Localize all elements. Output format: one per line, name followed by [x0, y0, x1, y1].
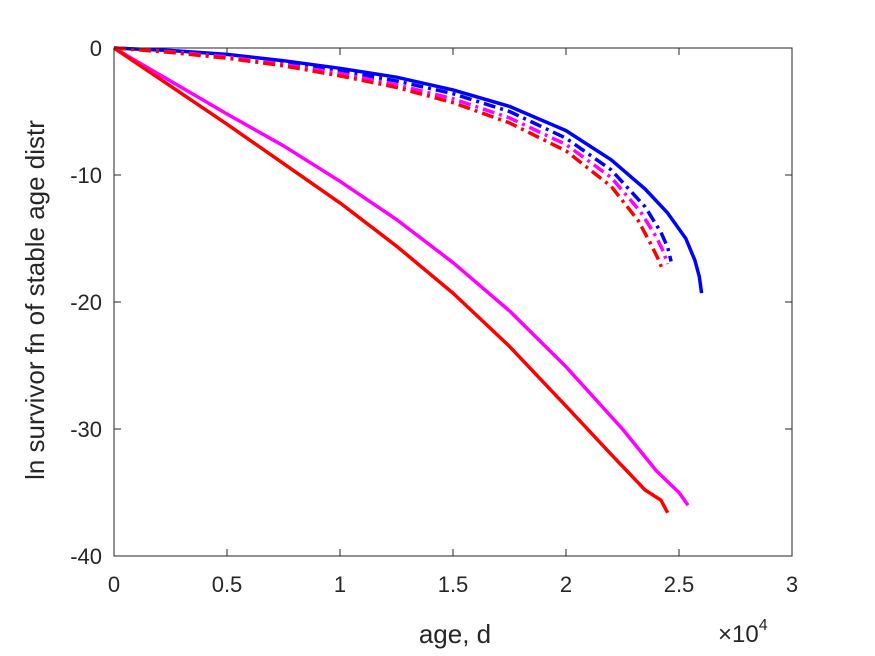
y-axis-label: ln survivor fn of stable age distr: [20, 120, 50, 480]
series-line-5: [113, 46, 690, 507]
y-tick-label: -20: [70, 290, 102, 315]
y-tick-label: -10: [70, 163, 102, 188]
x-tick-label: 0: [108, 572, 120, 597]
tick-marks: [113, 47, 793, 557]
y-tick-labels: 0 -10 -20 -30 -40: [70, 36, 102, 569]
x-axis-exponent-base: ×10: [718, 621, 759, 648]
x-axis-exponent-power: 4: [759, 617, 768, 634]
y-tick-label: 0: [90, 36, 102, 61]
x-tick-labels: 0 0.5 1 1.5 2 2.5 3: [108, 572, 798, 597]
x-tick-label: 3: [786, 572, 798, 597]
series-line-4: [113, 46, 665, 273]
x-tick-label: 1.5: [438, 572, 469, 597]
plot-area: [113, 46, 704, 514]
x-tick-label: 2.5: [664, 572, 695, 597]
y-tick-label: -30: [70, 417, 102, 442]
series-line-6: [113, 46, 670, 514]
series-line-1: [113, 46, 704, 294]
x-tick-label: 1: [334, 572, 346, 597]
series-line-2: [113, 46, 673, 262]
x-tick-label: 0.5: [212, 572, 243, 597]
x-tick-label: 2: [560, 572, 572, 597]
x-axis-label: age, d: [419, 619, 491, 649]
axes-box: [113, 47, 793, 557]
x-axis-exponent: ×104: [718, 617, 768, 648]
y-tick-label: -40: [70, 544, 102, 569]
